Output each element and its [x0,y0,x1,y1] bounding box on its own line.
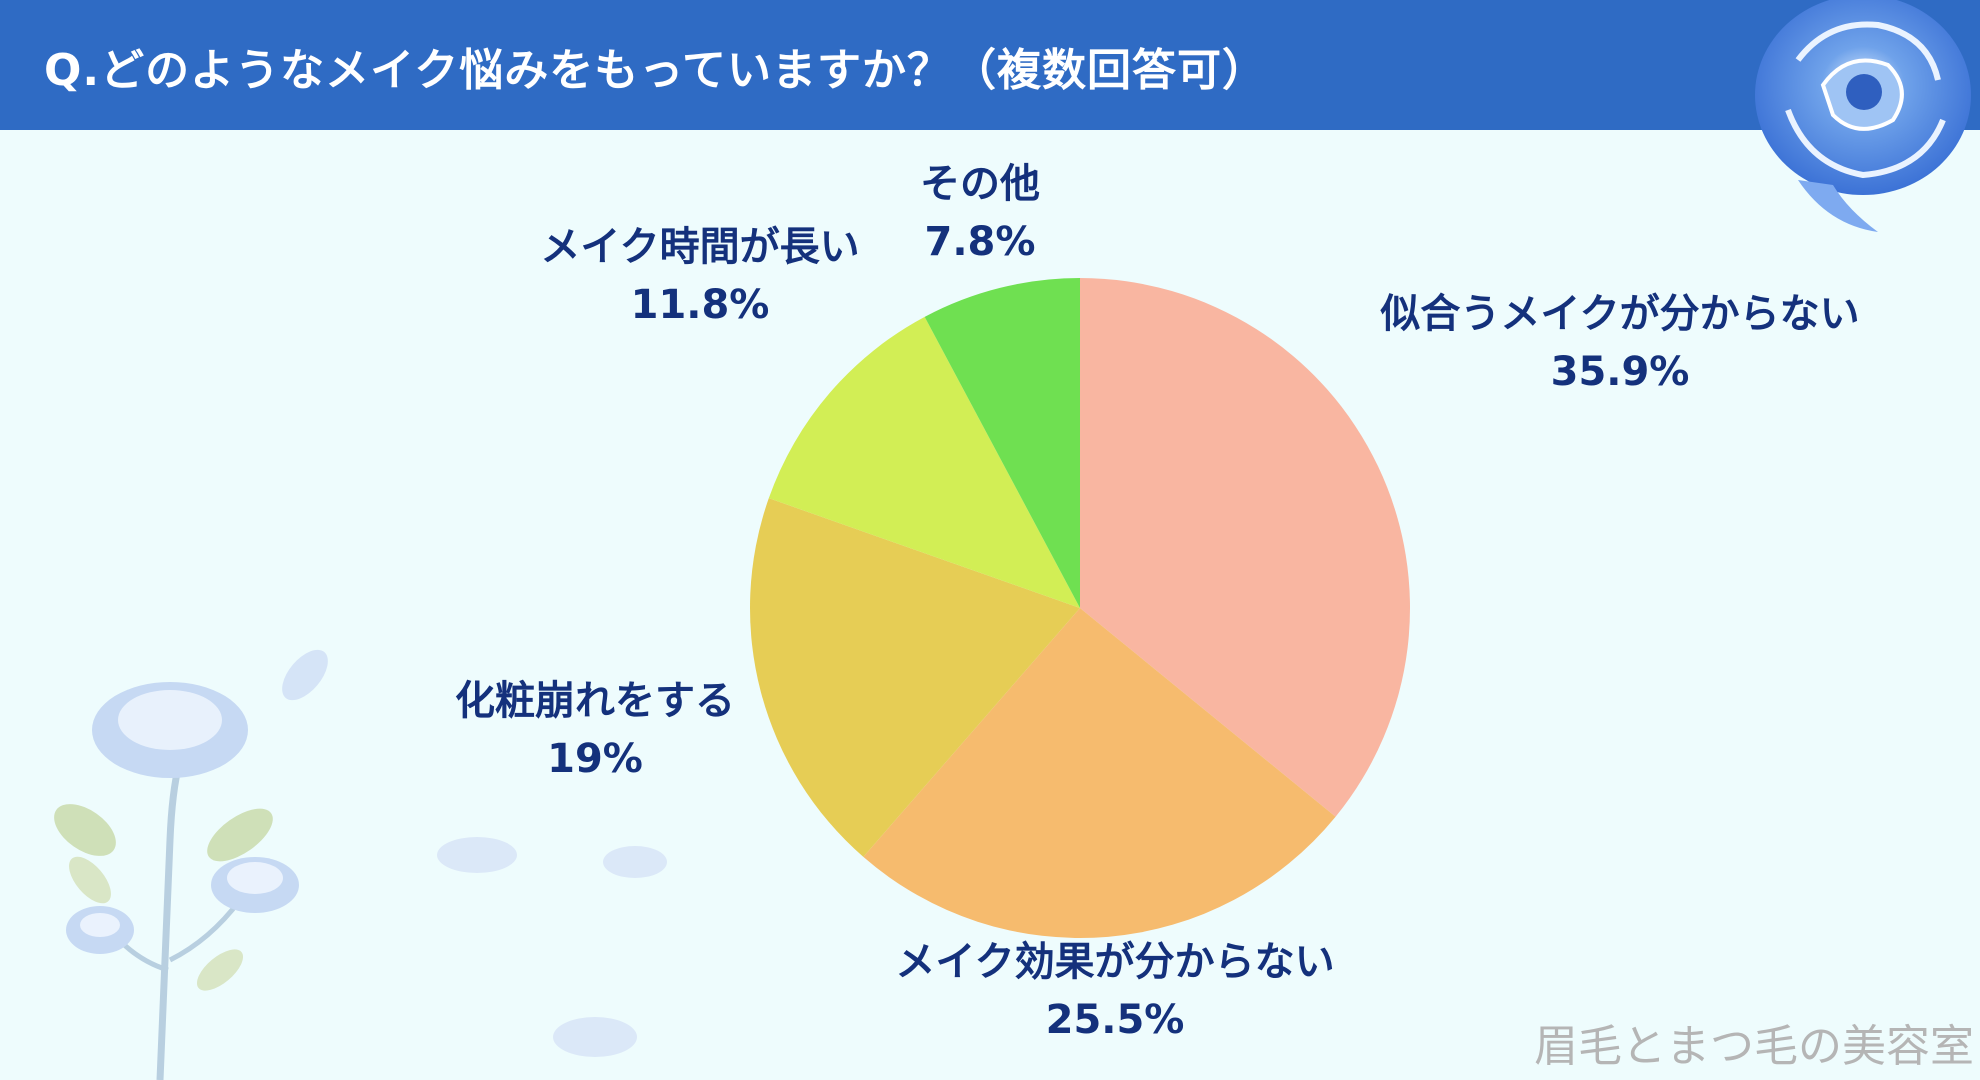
slice-label: メイク効果が分からない 25.5% [855,933,1375,1049]
blue-rose-branch-icon [54,682,299,1080]
slice-label-name: メイク効果が分からない [895,939,1335,985]
slice-label-name: その他 [920,161,1040,207]
slice-label-value: 25.5% [1045,997,1185,1043]
petal-icon [553,1017,637,1057]
pie-slice-4 [768,316,1080,608]
pie-slice-2 [863,608,1336,938]
petal-icon [437,837,517,873]
petal-icon [603,846,667,878]
pie-slice-1 [1080,278,1410,817]
slice-label-name: メイク時間が長い [540,224,860,270]
watermark-text: 眉毛とまつ毛の美容室 [1534,1021,1974,1072]
petal-icon [282,649,328,701]
page-title: Q.どのようなメイク悩みをもっていますか？（複数回答可） [44,45,1268,96]
blue-rose-icon [1755,0,1971,232]
slice-label-name: 似合うメイクが分からない [1380,291,1860,337]
slice-label: 似合うメイクが分からない 35.9% [1355,285,1885,401]
slice-label: メイク時間が長い 11.8% [510,218,890,334]
slice-label-value: 35.9% [1550,349,1690,395]
slice-label-name: 化粧崩れをする [455,678,735,724]
header-bar: Q.どのようなメイク悩みをもっていますか？（複数回答可） [0,0,1980,130]
pie-slice-5 [924,278,1080,608]
slice-label: 化粧崩れをする 19% [420,672,770,788]
pie-slice-3 [749,498,1080,857]
slice-label-value: 11.8% [630,282,770,328]
slice-label: その他 7.8% [880,155,1080,271]
slice-label-value: 7.8% [924,219,1036,265]
slice-label-value: 19% [547,736,643,782]
